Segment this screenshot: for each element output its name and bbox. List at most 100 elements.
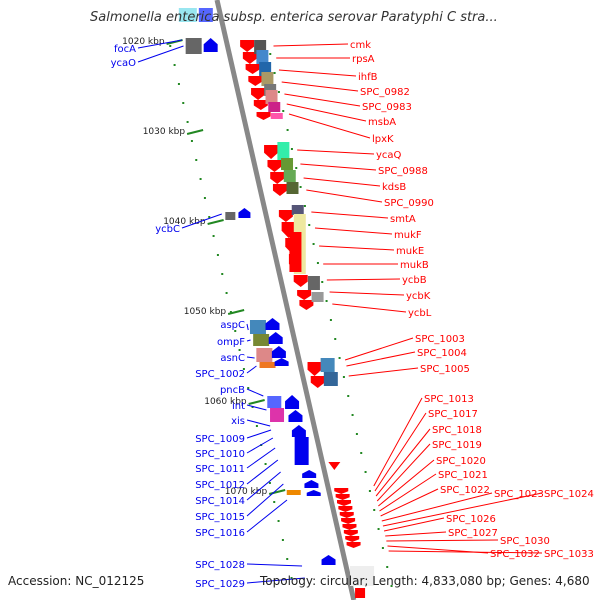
gene-label-spc-1010: SPC_1010 (195, 449, 245, 460)
gene-arrow-forward (338, 506, 353, 512)
leader-line (379, 473, 437, 512)
gene-block (259, 362, 276, 368)
track-dot (273, 72, 276, 74)
leader-line (311, 211, 389, 219)
gene-block (281, 158, 294, 170)
leader-line (246, 388, 264, 397)
gene-arrow-forward (240, 40, 255, 52)
leader-line (300, 163, 377, 171)
leader-line (288, 113, 371, 139)
gene-arrow-forward (267, 160, 282, 172)
leader-line (246, 429, 272, 439)
gene-arrow-forward (293, 275, 308, 287)
scale-tick-label: 1050 kbp (184, 307, 227, 317)
gene-arrow-reverse (288, 410, 303, 422)
gene-arrow-reverse (291, 425, 306, 437)
gene-arrow-forward (272, 184, 287, 196)
leader-line (373, 397, 423, 487)
track-dot (268, 482, 271, 484)
track-dot (377, 528, 380, 530)
track-dot (225, 292, 228, 294)
track-dot (195, 159, 198, 161)
gene-label-muke: mukE (396, 246, 424, 257)
gene-label-spc-0990: SPC_0990 (384, 198, 434, 209)
track-dot (203, 197, 206, 199)
gene-label-foca: focA (114, 44, 136, 55)
gene-label-pncb: pncB (220, 385, 245, 396)
gene-arrow-forward (310, 376, 325, 388)
track-dot (277, 91, 280, 93)
leader-line (386, 539, 499, 542)
leader-line (286, 103, 367, 122)
leader-line (181, 213, 222, 229)
left-gene-labels: focA ycaO ycbC aspC ompF asnC SPC_1002 pncB int x… (111, 39, 305, 590)
leader-line (306, 189, 383, 203)
gene-label-spc-1030: SPC_1030 (500, 536, 550, 547)
gene-block (320, 358, 335, 372)
leader-line (388, 550, 543, 554)
gene-label-spc-1020: SPC_1020 (436, 456, 486, 467)
track-dot (321, 281, 324, 283)
track-dot (316, 262, 319, 264)
gene-label-ycao: ycaO (111, 58, 137, 69)
track-dot (355, 433, 358, 435)
leader-line (385, 531, 447, 537)
track-dot (360, 452, 363, 454)
leader-line (332, 303, 407, 313)
gene-label-rpsa: rpsA (352, 54, 375, 65)
gene-arrow-forward (339, 512, 354, 518)
scale-tick (248, 399, 265, 405)
gene-arrow-forward (328, 462, 341, 470)
track-dot (290, 577, 293, 579)
gene-block (289, 232, 302, 272)
leader-line (246, 577, 305, 584)
track-dot (281, 539, 284, 541)
gene-arrow-reverse (304, 480, 319, 488)
leader-line (246, 339, 251, 342)
gene-label-spc-0982: SPC_0982 (360, 87, 410, 98)
leader-line (246, 447, 276, 469)
gene-label-spc-0983: SPC_0983 (362, 102, 412, 113)
leader-line (319, 245, 395, 251)
scale-tick (227, 309, 245, 315)
gene-label-spc-1016: SPC_1016 (195, 528, 245, 539)
leader-line (246, 404, 267, 411)
gene-label-spc-1028: SPC_1028 (195, 560, 245, 571)
track-dot (190, 140, 193, 142)
scale-tick-label: 1030 kbp (143, 127, 186, 137)
track-dot (216, 254, 219, 256)
gene-block (256, 348, 273, 362)
gene-arrow-forward (341, 518, 356, 524)
gene-block (198, 8, 213, 22)
leader-line (137, 39, 183, 49)
gene-arrow-forward (297, 290, 312, 300)
gene-label-spc-1017: SPC_1017 (428, 409, 478, 420)
gene-block (253, 334, 270, 346)
track-dot (390, 585, 393, 587)
gene-label-spc-0988: SPC_0988 (378, 166, 428, 177)
track-dot (325, 300, 328, 302)
leader-line (246, 499, 288, 533)
gene-block (283, 170, 296, 182)
gene-label-mukf: mukF (394, 230, 422, 241)
gene-arrow-reverse (271, 346, 286, 358)
track-dot (229, 311, 232, 313)
leader-line (246, 471, 281, 501)
track-dot (264, 463, 267, 465)
gene-label-msba: msbA (368, 117, 396, 128)
track-dot (169, 45, 172, 47)
gene-label-xis: xis (231, 416, 245, 427)
gene-label-spc-1003: SPC_1003 (415, 334, 465, 345)
gene-label-spc-1019: SPC_1019 (432, 440, 482, 451)
track-dot (238, 349, 241, 351)
track-dot (290, 148, 293, 150)
track-dot (364, 471, 367, 473)
leader-line (246, 356, 255, 359)
gene-label-spc-1024: SPC_1024 (544, 489, 594, 500)
track-dot (277, 520, 280, 522)
gene-arrow-reverse (306, 490, 321, 496)
gene-block (323, 372, 338, 386)
gene-label-asnc: asnC (220, 353, 245, 364)
gene-label-spc-1021: SPC_1021 (438, 470, 488, 481)
